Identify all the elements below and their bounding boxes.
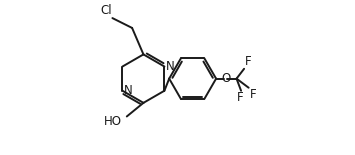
- Text: F: F: [250, 89, 256, 102]
- Text: N: N: [166, 60, 174, 73]
- Text: Cl: Cl: [100, 4, 112, 17]
- Text: O: O: [221, 72, 230, 85]
- Text: F: F: [237, 91, 244, 104]
- Text: F: F: [245, 55, 251, 68]
- Text: N: N: [124, 84, 132, 97]
- Text: HO: HO: [104, 115, 122, 128]
